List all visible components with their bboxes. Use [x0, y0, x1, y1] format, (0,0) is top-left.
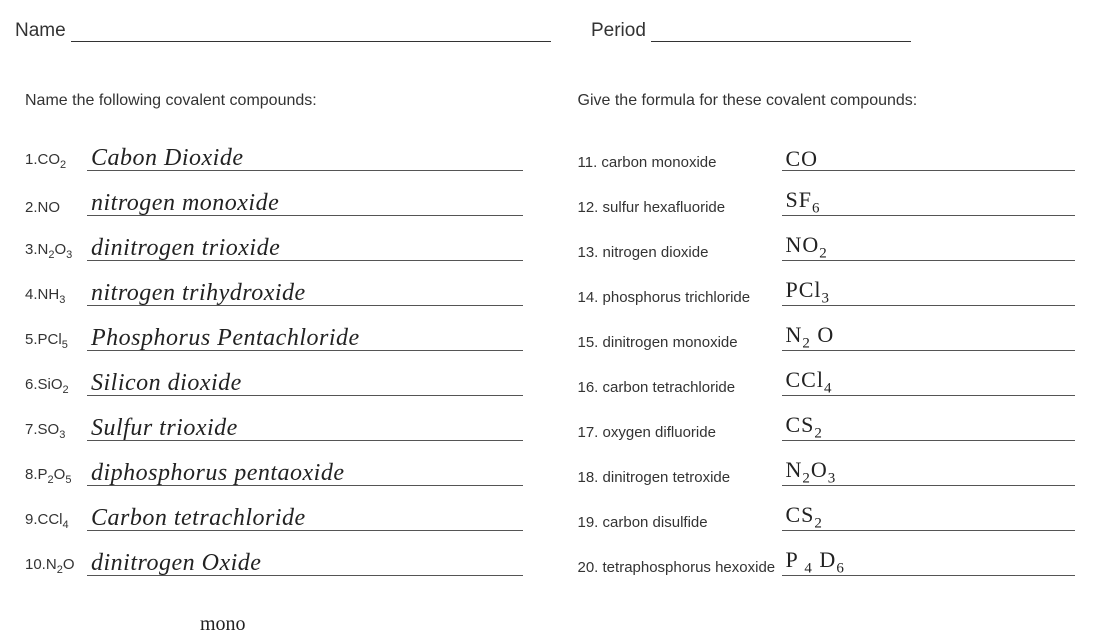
question-label: 4.NH3 [25, 286, 87, 306]
question-row: 4.NH3nitrogen trihydroxide [25, 261, 523, 306]
left-list: 1.CO2Cabon Dioxide2.NOnitrogen monoxide3… [25, 126, 523, 576]
question-row: 12. sulfur hexafluorideSF6 [578, 171, 1076, 216]
answer-blank: nitrogen trihydroxide [87, 277, 523, 306]
answer-blank: Carbon tetrachloride [87, 502, 523, 531]
left-column: Name the following covalent compounds: 1… [25, 92, 523, 576]
question-label: 20. tetraphosphorus hexoxide [578, 559, 782, 576]
question-row: 19. carbon disulfideCS2 [578, 486, 1076, 531]
question-row: 14. phosphorus trichloridePCl3 [578, 261, 1076, 306]
handwritten-answer: NO2 [786, 232, 828, 262]
answer-blank: dinitrogen trioxide [87, 232, 523, 261]
answer-blank: N2O3 [782, 457, 1076, 486]
question-row: 20. tetraphosphorus hexoxideP 4 D6 [578, 531, 1076, 576]
period-field: Period [591, 20, 911, 42]
handwritten-answer: nitrogen trihydroxide [91, 280, 306, 307]
question-row: 13. nitrogen dioxideNO2 [578, 216, 1076, 261]
answer-blank: dinitrogen Oxide [87, 547, 523, 576]
handwritten-answer: P 4 D6 [786, 547, 845, 577]
handwritten-answer: CS2 [786, 502, 823, 532]
answer-blank: CCl4 [782, 367, 1076, 396]
handwritten-answer: Cabon Dioxide [91, 145, 243, 172]
question-label: 7.SO3 [25, 421, 87, 441]
question-label: 17. oxygen difluoride [578, 424, 782, 441]
name-field: Name [15, 20, 551, 42]
right-section-title: Give the formula for these covalent comp… [578, 92, 1076, 110]
question-label: 13. nitrogen dioxide [578, 244, 782, 261]
handwritten-answer: N2 O [786, 322, 835, 352]
answer-blank: Sulfur trioxide [87, 412, 523, 441]
question-label: 2.NO [25, 199, 87, 216]
period-blank-line [651, 21, 911, 42]
answer-blank: CO [782, 142, 1076, 171]
right-list: 11. carbon monoxideCO12. sulfur hexafluo… [578, 126, 1076, 576]
question-label: 12. sulfur hexafluoride [578, 199, 782, 216]
handwritten-answer: CO [786, 146, 819, 172]
question-row: 5.PCl5Phosphorus Pentachloride [25, 306, 523, 351]
question-row: 17. oxygen difluorideCS2 [578, 396, 1076, 441]
answer-blank: SF6 [782, 187, 1076, 216]
question-row: 15. dinitrogen monoxideN2 O [578, 306, 1076, 351]
question-label: 8.P2O5 [25, 466, 87, 486]
question-row: 7.SO3Sulfur trioxide [25, 396, 523, 441]
handwritten-answer: PCl3 [786, 277, 831, 307]
period-label: Period [591, 20, 646, 41]
question-label: 5.PCl5 [25, 331, 87, 351]
question-label: 6.SiO2 [25, 376, 87, 396]
question-label: 11. carbon monoxide [578, 154, 782, 171]
question-row: 16. carbon tetrachlorideCCl4 [578, 351, 1076, 396]
question-label: 19. carbon disulfide [578, 514, 782, 531]
answer-blank: N2 O [782, 322, 1076, 351]
question-label: 9.CCl4 [25, 511, 87, 531]
question-row: 3.N2O3dinitrogen trioxide [25, 216, 523, 261]
handwritten-answer: Sulfur trioxide [91, 415, 238, 442]
question-label: 3.N2O3 [25, 241, 87, 261]
answer-blank: Silicon dioxide [87, 367, 523, 396]
question-row: 11. carbon monoxideCO [578, 126, 1076, 171]
answer-blank: NO2 [782, 232, 1076, 261]
question-row: 1.CO2Cabon Dioxide [25, 126, 523, 171]
right-column: Give the formula for these covalent comp… [578, 92, 1076, 576]
handwritten-answer: Phosphorus Pentachloride [91, 325, 360, 352]
handwritten-answer: nitrogen monoxide [91, 190, 279, 217]
question-row: 6.SiO2Silicon dioxide [25, 351, 523, 396]
answer-blank: Cabon Dioxide [87, 142, 523, 171]
handwritten-answer: CS2 [786, 412, 823, 442]
handwritten-answer: SF6 [786, 187, 821, 217]
question-row: 9.CCl4Carbon tetrachloride [25, 486, 523, 531]
handwritten-answer: Silicon dioxide [91, 370, 242, 397]
handwritten-answer: CCl4 [786, 367, 833, 397]
handwritten-answer: Carbon tetrachloride [91, 505, 306, 532]
answer-blank: PCl3 [782, 277, 1076, 306]
question-label: 18. dinitrogen tetroxide [578, 469, 782, 486]
handwritten-footnote: mono [200, 613, 246, 636]
answer-blank: CS2 [782, 502, 1076, 531]
question-label: 16. carbon tetrachloride [578, 379, 782, 396]
answer-blank: diphosphorus pentaoxide [87, 457, 523, 486]
question-row: 2.NOnitrogen monoxide [25, 171, 523, 216]
question-row: 18. dinitrogen tetroxideN2O3 [578, 441, 1076, 486]
question-label: 14. phosphorus trichloride [578, 289, 782, 306]
handwritten-answer: dinitrogen trioxide [91, 235, 280, 262]
name-label: Name [15, 20, 66, 41]
left-section-title: Name the following covalent compounds: [25, 92, 523, 110]
question-label: 1.CO2 [25, 151, 87, 171]
name-blank-line [71, 21, 551, 42]
handwritten-answer: N2O3 [786, 457, 837, 487]
handwritten-answer: diphosphorus pentaoxide [91, 460, 344, 487]
answer-blank: Phosphorus Pentachloride [87, 322, 523, 351]
answer-blank: P 4 D6 [782, 547, 1076, 576]
question-label: 10.N2O [25, 556, 87, 576]
question-row: 8.P2O5diphosphorus pentaoxide [25, 441, 523, 486]
worksheet-header: Name Period [0, 0, 1100, 52]
handwritten-answer: dinitrogen Oxide [91, 550, 261, 577]
worksheet-body: Name the following covalent compounds: 1… [0, 52, 1100, 576]
answer-blank: CS2 [782, 412, 1076, 441]
answer-blank: nitrogen monoxide [87, 187, 523, 216]
question-row: 10.N2Odinitrogen Oxide [25, 531, 523, 576]
question-label: 15. dinitrogen monoxide [578, 334, 782, 351]
